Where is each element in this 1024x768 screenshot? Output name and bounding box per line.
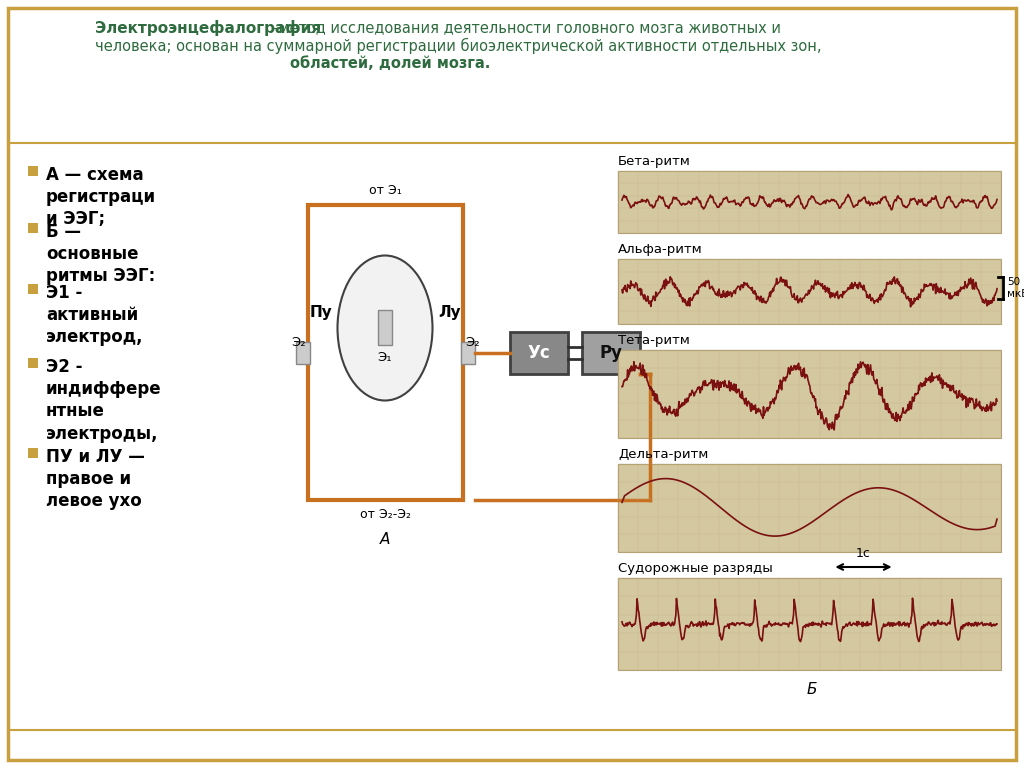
Text: от Э₁: от Э₁ [369,184,401,197]
Text: Э₂: Э₂ [465,336,479,349]
Text: 1с: 1с [856,547,871,560]
Bar [618,171,1001,233]
Text: ПУ и ЛУ —
правое и
левое ухо: ПУ и ЛУ — правое и левое ухо [46,448,144,511]
Text: Тета-ритм: Тета-ритм [618,334,690,347]
Text: Бета-ритм: Бета-ритм [618,155,691,168]
Text: -метод исследования деятельности головного мозга животных и: -метод исследования деятельности головно… [273,20,781,35]
Text: от Э₂-Э₂: от Э₂-Э₂ [359,508,411,521]
Text: Дельта-ритм: Дельта-ритм [618,448,709,461]
Text: Судорожные разряды: Судорожные разряды [618,562,773,575]
Text: Пу: Пу [310,306,333,320]
Ellipse shape [338,256,432,400]
Bar [28,358,38,368]
Text: А — схема
регистраци
и ЭЭГ;: А — схема регистраци и ЭЭГ; [46,166,156,228]
Text: Лу: Лу [438,306,461,320]
Bar [618,259,1001,324]
Text: Альфа-ритм: Альфа-ритм [618,243,702,256]
Bar [28,448,38,458]
Text: 50
мкВ: 50 мкВ [1007,277,1024,299]
Text: Б: Б [807,682,817,697]
Bar [618,350,1001,438]
Text: Б —
основные
ритмы ЭЭГ:: Б — основные ритмы ЭЭГ: [46,223,156,286]
Text: Э1 -
активный
электрод,: Э1 - активный электрод, [46,284,143,346]
Bar [582,332,640,374]
Bar [461,342,475,364]
Text: Э₂: Э₂ [292,336,306,349]
Bar [28,166,38,176]
Bar [378,310,392,345]
Bar [28,284,38,294]
Text: Электроэнцефалография: Электроэнцефалография [95,20,321,36]
Bar [510,332,568,374]
Bar [618,578,1001,670]
Text: Э2 -
индиффере
нтные
электроды,: Э2 - индиффере нтные электроды, [46,358,162,442]
Text: областей, долей мозга.: областей, долей мозга. [290,56,490,71]
Text: Ру: Ру [599,344,623,362]
Bar [28,223,38,233]
Bar [296,342,310,364]
Text: Э₁: Э₁ [378,351,392,364]
Bar [308,205,463,500]
Text: Ус: Ус [527,344,550,362]
Text: человека; основан на суммарной регистрации биоэлектрической активности отдельных: человека; основан на суммарной регистрац… [95,38,821,55]
Bar [618,464,1001,552]
Text: А: А [380,532,390,547]
